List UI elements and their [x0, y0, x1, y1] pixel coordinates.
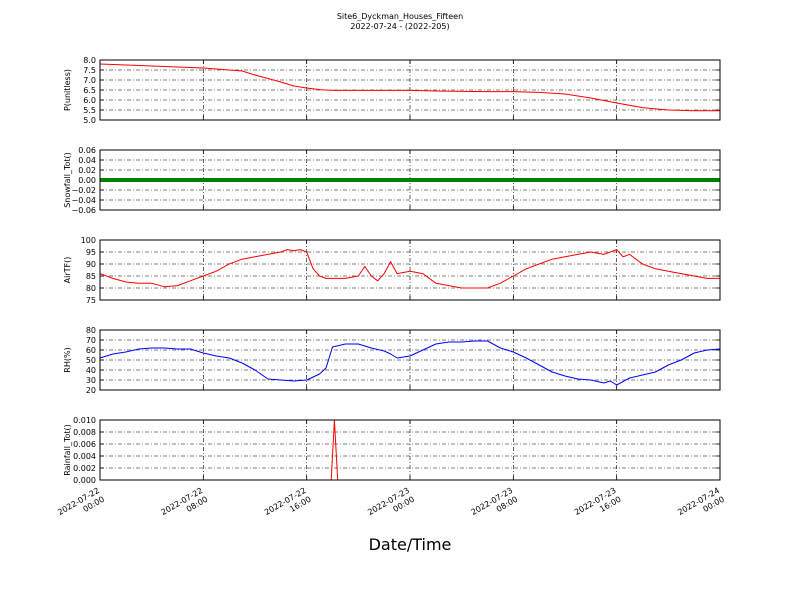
x-axis-label: Date/Time [369, 535, 452, 554]
y-tick-label: 0.04 [78, 156, 96, 165]
y-tick-label: 60 [86, 346, 96, 355]
y-tick-label: 85 [86, 272, 96, 281]
y-tick-label: 5.0 [83, 116, 96, 125]
panel-4: 0.000 0.002 0.004 0.006 0.008 0.010Rainfall_T… [56, 416, 726, 526]
y-tick-label: 50 [86, 356, 96, 365]
x-tick-label: 2022-07-2308:00 [470, 486, 520, 526]
y-tick-label: 0.010 [73, 416, 96, 425]
x-tick-label: 2022-07-2200:00 [56, 486, 106, 526]
y-tick-label: −0.06 [71, 206, 96, 215]
panel-2: 75 80 85 90 95 100 AirTF() [63, 236, 721, 305]
x-tick-label: 2022-07-2208:00 [160, 486, 210, 526]
figure-title-line2: 2022-07-24 - (2022-205) [350, 22, 449, 31]
x-tick-label: 2022-07-2400:00 [676, 486, 726, 526]
y-tick-label: 6.5 [83, 86, 96, 95]
y-tick-label: 7.0 [83, 76, 96, 85]
y-tick-label: 0.006 [73, 440, 96, 449]
y-tick-label: 20 [86, 386, 96, 395]
x-tick-label: 2022-07-2216:00 [263, 486, 313, 526]
x-tick-label: 2022-07-2300:00 [366, 486, 416, 526]
y-tick-label: 95 [86, 248, 96, 257]
y-tick-label: 90 [86, 260, 96, 269]
panel-0: 5.05.56.06.57.07.58.0 P(unitless) [63, 56, 721, 125]
y-tick-label: 0.000 [73, 476, 96, 485]
y-axis-label: AirTF() [63, 257, 72, 284]
panel-frame [99, 239, 721, 301]
y-tick-label: −0.02 [71, 186, 96, 195]
y-tick-label: 30 [86, 376, 96, 385]
series-line [99, 249, 720, 289]
y-tick-label: 40 [86, 366, 96, 375]
y-axis-label: P(unitless) [63, 69, 72, 111]
y-axis-label: RH(%) [63, 347, 72, 372]
chart-panels: 5.05.56.06.57.07.58.0P(unitless)−0.06−0.… [56, 56, 726, 526]
y-tick-label: 70 [86, 336, 96, 345]
y-tick-label: −0.04 [71, 196, 96, 205]
y-tick-label: 0.02 [78, 166, 96, 175]
y-tick-label: 75 [86, 296, 96, 305]
panel-1: −0.06−0.04−0.020.000.020.040.06 Snowfall_… [63, 146, 721, 215]
series-line [99, 63, 720, 112]
figure-title-line1: Site6_Dyckman_Houses_Fifteen [337, 12, 463, 21]
series-line [99, 340, 721, 386]
y-tick-label: 7.5 [83, 66, 96, 75]
y-tick-label: 100 [81, 236, 96, 245]
y-tick-label: 6.0 [83, 96, 96, 105]
y-axis-label: Rainfall_Tot() [63, 424, 72, 476]
y-tick-label: 0.06 [78, 146, 96, 155]
y-tick-label: 80 [86, 326, 96, 335]
y-tick-label: 80 [86, 284, 96, 293]
y-tick-label: 0.002 [73, 464, 96, 473]
y-tick-label: 5.5 [83, 106, 96, 115]
y-tick-label: 0.00 [78, 176, 96, 185]
panel-frame [99, 59, 721, 121]
y-tick-label: 0.004 [73, 452, 96, 461]
panel-frame [99, 149, 721, 211]
panel-frame [99, 329, 721, 391]
y-axis-label: Snowfall_Tot() [63, 152, 72, 208]
y-tick-label: 8.0 [83, 56, 96, 65]
x-tick-label: 2022-07-2316:00 [573, 486, 623, 526]
panel-frame [99, 419, 721, 481]
y-tick-label: 0.008 [73, 428, 96, 437]
